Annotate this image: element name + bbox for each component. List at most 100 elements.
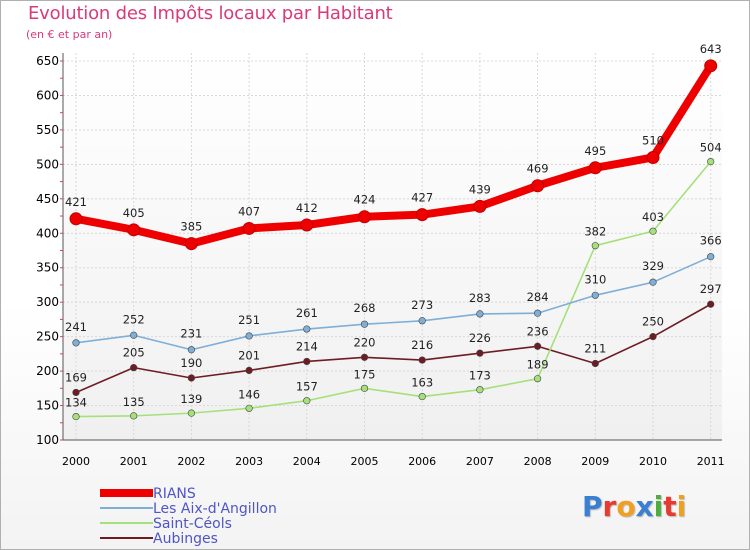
x-tick-label: 2010 xyxy=(639,455,667,468)
data-label: 268 xyxy=(354,301,376,315)
data-label: 283 xyxy=(469,291,491,305)
data-point xyxy=(360,384,369,392)
y-tick-label: 600 xyxy=(36,88,59,102)
plot-area xyxy=(63,53,722,440)
data-point xyxy=(418,356,426,364)
data-point xyxy=(533,375,542,383)
data-point xyxy=(418,317,426,325)
data-point xyxy=(415,208,429,222)
data-label: 173 xyxy=(469,369,491,383)
x-tick-label: 2002 xyxy=(177,455,205,468)
legend-label: Aubinges xyxy=(153,531,218,547)
data-point xyxy=(649,333,657,341)
y-tick-label: 250 xyxy=(36,330,59,344)
data-label: 421 xyxy=(65,195,87,209)
logo-letter: x xyxy=(635,490,654,523)
data-point xyxy=(69,212,83,226)
data-label: 261 xyxy=(296,306,318,320)
x-tick-label: 2000 xyxy=(62,455,90,468)
y-tick-label: 300 xyxy=(36,295,59,309)
data-point xyxy=(72,339,80,347)
data-label: 427 xyxy=(411,191,433,205)
x-tick-label: 2008 xyxy=(524,455,552,468)
data-point xyxy=(533,309,542,317)
data-label: 366 xyxy=(700,234,722,248)
data-label: 385 xyxy=(180,220,202,234)
data-label: 252 xyxy=(123,312,145,326)
data-point xyxy=(591,359,599,368)
data-point xyxy=(360,353,369,361)
data-label: 231 xyxy=(180,327,202,341)
data-label: 407 xyxy=(238,204,260,218)
data-label: 273 xyxy=(411,298,433,312)
data-label: 403 xyxy=(642,210,664,224)
data-label: 250 xyxy=(642,315,664,329)
data-label: 236 xyxy=(527,324,549,338)
data-point xyxy=(72,412,80,421)
data-label: 405 xyxy=(123,206,145,220)
legend-label: Les Aix-d'Angillon xyxy=(153,501,277,517)
data-point xyxy=(358,210,371,224)
data-point xyxy=(187,374,195,382)
proxiti-logo: Proxiti xyxy=(582,490,686,523)
y-tick-label: 350 xyxy=(36,261,59,275)
data-label: 241 xyxy=(65,320,87,334)
data-label: 146 xyxy=(238,387,260,401)
data-label: 424 xyxy=(354,193,376,207)
logo-letter: P xyxy=(582,490,603,523)
data-point xyxy=(184,237,198,251)
data-point xyxy=(476,386,484,394)
data-point xyxy=(303,357,311,366)
data-point xyxy=(476,310,484,318)
data-point xyxy=(588,161,602,175)
data-label: 251 xyxy=(238,313,260,327)
y-tick-label: 150 xyxy=(36,399,59,413)
data-label: 190 xyxy=(180,356,202,370)
data-point xyxy=(591,291,599,299)
chart-subtitle: (en € et par an) xyxy=(26,28,113,41)
data-label: 214 xyxy=(296,339,318,353)
data-label: 157 xyxy=(296,380,318,394)
data-point xyxy=(242,221,256,235)
logo-letter: i xyxy=(676,490,687,523)
y-tick-label: 550 xyxy=(36,123,59,137)
data-label: 205 xyxy=(123,346,145,360)
y-tick-label: 100 xyxy=(36,433,59,447)
data-label: 495 xyxy=(584,144,606,158)
data-point xyxy=(130,331,138,339)
logo-letter: o xyxy=(616,490,636,523)
x-tick-label: 2009 xyxy=(581,455,609,468)
y-tick-label: 650 xyxy=(36,54,59,68)
data-point xyxy=(533,342,542,350)
logo-letter: r xyxy=(602,490,617,523)
data-point xyxy=(303,397,311,405)
data-point xyxy=(473,199,487,213)
data-label: 439 xyxy=(469,182,491,196)
data-point xyxy=(130,364,138,372)
data-label: 211 xyxy=(584,342,606,356)
legend-label: Saint-Céols xyxy=(153,516,232,532)
logo-letter: i xyxy=(653,490,664,523)
x-tick-label: 2011 xyxy=(697,455,725,468)
data-point xyxy=(646,150,660,164)
data-label: 189 xyxy=(527,358,549,372)
data-point xyxy=(704,59,718,73)
data-label: 134 xyxy=(65,396,87,410)
chart-title: Evolution des Impôts locaux par Habitant xyxy=(28,3,393,24)
data-label: 412 xyxy=(296,201,318,215)
data-point xyxy=(649,227,657,235)
data-point xyxy=(187,346,195,354)
y-tick-label: 200 xyxy=(36,364,59,378)
series-line-saint-c-ols xyxy=(75,161,712,418)
data-point xyxy=(245,366,253,375)
data-label: 643 xyxy=(700,42,722,56)
series-line-les-aix-d-angillon xyxy=(75,255,712,351)
data-label: 175 xyxy=(354,367,376,381)
data-label: 504 xyxy=(700,141,722,155)
x-tick-label: 2003 xyxy=(235,455,263,468)
x-tick-label: 2004 xyxy=(293,455,321,468)
data-point xyxy=(531,179,545,193)
data-label: 510 xyxy=(642,133,664,147)
data-label: 220 xyxy=(354,335,376,349)
